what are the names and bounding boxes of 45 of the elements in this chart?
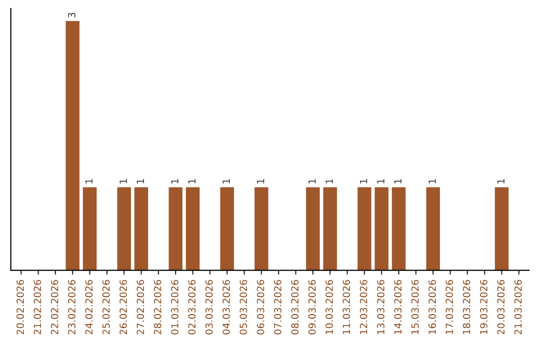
x-tick-label: 25.02.2026 <box>102 280 110 334</box>
x-tick-label: 20.02.2026 <box>16 280 24 334</box>
data-label: 1 <box>497 179 504 184</box>
data-label: 1 <box>326 179 333 184</box>
data-label: 1 <box>360 179 368 184</box>
data-label: 1 <box>377 179 384 184</box>
data-label: 1 <box>428 179 436 184</box>
x-tick-label: 28.02.2026 <box>154 280 162 334</box>
x-tick-label: 21.03.2026 <box>514 280 522 334</box>
x-tick-label: 22.02.2026 <box>50 280 58 334</box>
data-label: 1 <box>222 179 230 184</box>
data-label: 1 <box>120 179 127 184</box>
x-tick-label: 21.02.2026 <box>34 280 42 334</box>
data-label: 1 <box>136 179 144 184</box>
x-tick-label: 06.03.2026 <box>256 280 264 334</box>
x-tick-label: 23.02.2026 <box>68 280 76 334</box>
data-label: 3 <box>68 12 76 18</box>
x-tick-label: 11.03.2026 <box>342 280 350 334</box>
x-tick-label: 04.03.2026 <box>222 280 230 334</box>
data-label: 1 <box>171 179 178 184</box>
x-tick-label: 07.03.2026 <box>274 280 282 334</box>
x-tick-label: 27.02.2026 <box>136 280 144 334</box>
data-label: 1 <box>257 179 264 184</box>
x-tick-label: 12.03.2026 <box>360 280 368 334</box>
x-tick-label: 26.02.2026 <box>120 280 127 334</box>
x-tick-label: 16.03.2026 <box>428 280 436 334</box>
x-tick-label: 09.03.2026 <box>308 280 316 334</box>
x-tick-label: 03.03.2026 <box>205 280 213 334</box>
x-tick-label: 18.03.2026 <box>462 280 470 334</box>
x-tick-label: 01.03.2026 <box>171 280 178 334</box>
x-tick-label: 15.03.2026 <box>411 280 419 334</box>
x-tick-label: 10.03.2026 <box>326 280 333 334</box>
x-tick-label: 20.03.2026 <box>497 280 505 334</box>
data-label: 1 <box>188 179 196 184</box>
data-label: 1 <box>308 179 316 184</box>
x-tick-label: 14.03.2026 <box>394 280 402 334</box>
x-tick-label: 08.03.2026 <box>291 280 299 334</box>
x-tick-label: 02.03.2026 <box>188 280 196 334</box>
x-tick-label: 19.03.2026 <box>480 280 488 334</box>
data-label: 1 <box>85 179 92 184</box>
x-tick-label: 13.03.2026 <box>377 280 384 334</box>
x-tick-label: 24.02.2026 <box>85 280 93 334</box>
x-tick-label: 17.03.2026 <box>446 280 454 334</box>
x-tick-label: 05.03.2026 <box>240 280 248 334</box>
data-label: 1 <box>394 179 402 184</box>
